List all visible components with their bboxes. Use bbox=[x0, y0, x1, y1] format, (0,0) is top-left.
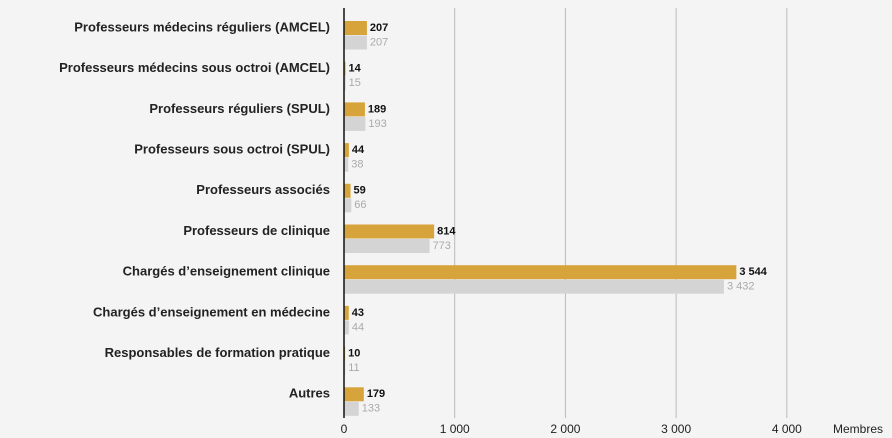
bar bbox=[344, 61, 346, 76]
x-tick-label: 2 000 bbox=[550, 422, 580, 436]
value-label: 44 bbox=[352, 144, 365, 156]
category-label: Chargés d’enseignement clinique bbox=[123, 264, 330, 279]
x-tick-label: 1 000 bbox=[440, 422, 470, 436]
value-label: 66 bbox=[354, 199, 366, 211]
value-label: 207 bbox=[370, 22, 388, 34]
category-label: Chargés d’enseignement en médecine bbox=[93, 304, 330, 319]
x-axis-label: Membres bbox=[833, 422, 883, 436]
value-label: 814 bbox=[437, 225, 456, 237]
category-label: Professeurs médecins réguliers (AMCEL) bbox=[74, 19, 330, 34]
bar bbox=[344, 76, 346, 91]
value-label: 773 bbox=[433, 240, 451, 252]
value-label: 59 bbox=[354, 185, 366, 197]
value-label: 193 bbox=[368, 118, 386, 130]
value-label: 15 bbox=[349, 77, 361, 89]
value-label: 179 bbox=[367, 388, 385, 400]
category-label: Professeurs réguliers (SPUL) bbox=[149, 101, 330, 116]
value-label: 3 432 bbox=[727, 281, 755, 293]
value-label: 133 bbox=[362, 403, 380, 415]
bar bbox=[344, 157, 349, 172]
value-label: 3 544 bbox=[739, 266, 767, 278]
bar bbox=[344, 265, 737, 280]
bar bbox=[344, 102, 365, 117]
x-tick-label: 3 000 bbox=[661, 422, 691, 436]
category-label: Professeurs sous octroi (SPUL) bbox=[134, 142, 330, 157]
x-tick-label: 0 bbox=[341, 422, 348, 436]
category-label: Autres bbox=[289, 386, 330, 401]
bar bbox=[344, 143, 349, 158]
bar bbox=[344, 239, 430, 253]
value-label: 10 bbox=[348, 348, 360, 360]
category-label: Professeurs associés bbox=[196, 182, 330, 197]
bar bbox=[344, 21, 367, 35]
bar bbox=[344, 305, 349, 320]
bar bbox=[344, 198, 352, 213]
bar bbox=[344, 183, 351, 198]
bar bbox=[344, 387, 364, 402]
value-label: 43 bbox=[352, 307, 364, 319]
value-label: 14 bbox=[349, 63, 362, 75]
category-label: Responsables de formation pratique bbox=[105, 345, 330, 360]
bar bbox=[344, 401, 359, 416]
x-tick-label: 4 000 bbox=[772, 422, 802, 436]
bar bbox=[344, 279, 724, 294]
value-label: 38 bbox=[351, 159, 363, 171]
category-label: Professeurs de clinique bbox=[183, 223, 330, 238]
value-label: 189 bbox=[368, 103, 386, 115]
value-label: 44 bbox=[352, 321, 364, 333]
value-label: 11 bbox=[348, 362, 359, 374]
bar bbox=[344, 320, 349, 335]
bar bbox=[344, 116, 366, 131]
bar bbox=[344, 224, 435, 239]
category-label: Professeurs médecins sous octroi (AMCEL) bbox=[59, 60, 330, 75]
value-label: 207 bbox=[370, 36, 388, 48]
bar bbox=[344, 35, 367, 50]
